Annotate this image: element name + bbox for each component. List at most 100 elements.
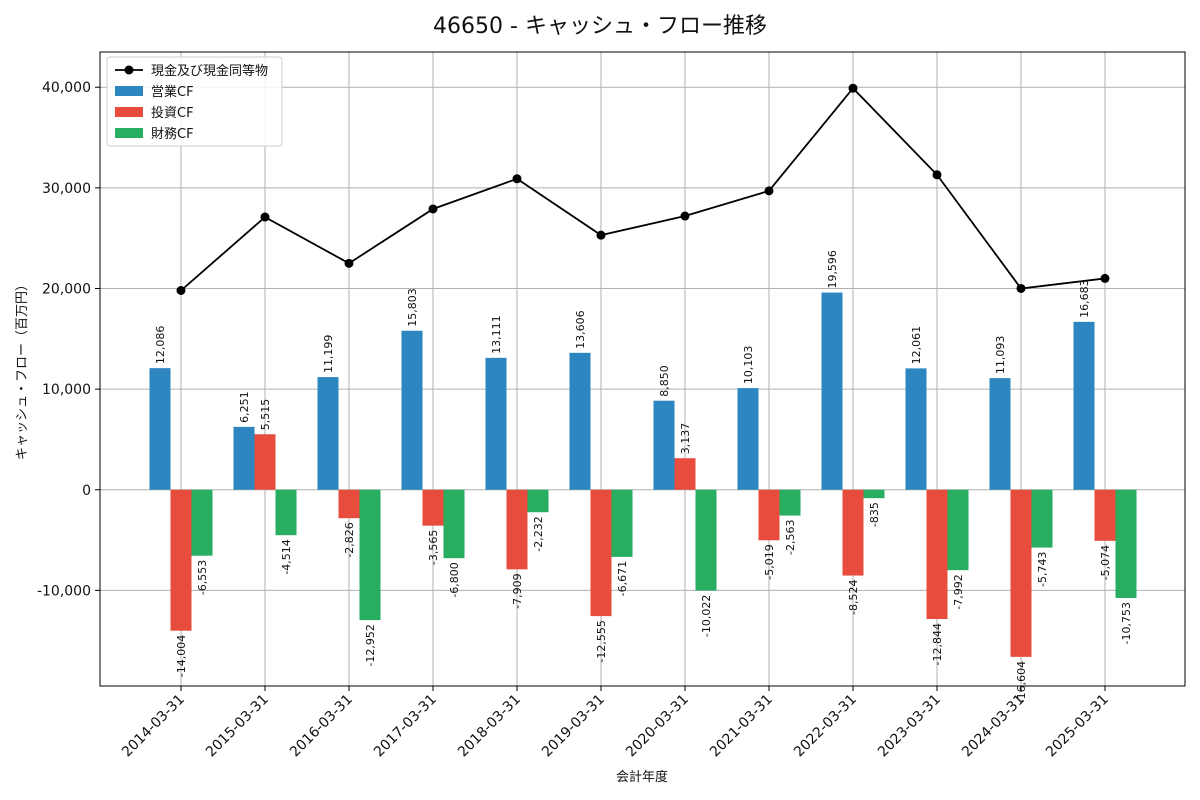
cash-line-point <box>260 212 270 222</box>
cash-line-point <box>512 174 522 184</box>
legend-label: 営業CF <box>151 84 194 100</box>
x-tick-label: 2019-03-31 <box>539 692 608 761</box>
bar <box>905 368 927 490</box>
bar-value-label: -2,563 <box>784 520 797 555</box>
y-tick-label: 30,000 <box>42 181 91 197</box>
bar-value-label: -5,074 <box>1099 545 1112 580</box>
bar-value-label: -14,004 <box>175 635 188 677</box>
bar-value-label: -12,844 <box>931 623 944 665</box>
bar-labels: 12,086 6,251 11,199 15,803 13,111 13,606 8,850… <box>154 250 1133 703</box>
bar-value-label: -3,565 <box>427 530 440 565</box>
cash-line-point <box>596 230 606 240</box>
x-tick-label: 2017-03-31 <box>371 692 440 761</box>
cash-line-point <box>1100 273 1110 283</box>
legend-bar-swatch <box>115 86 143 96</box>
y-tick-label: 0 <box>82 483 91 499</box>
bar <box>569 352 591 490</box>
bar <box>401 330 423 490</box>
bar <box>926 489 948 620</box>
y-tick-label: 40,000 <box>42 80 91 96</box>
bar <box>485 357 507 490</box>
bar <box>191 489 213 556</box>
bar-value-label: -6,553 <box>196 560 209 595</box>
x-tick-label: 2018-03-31 <box>455 692 524 761</box>
bar <box>1094 489 1116 541</box>
bar <box>863 489 885 499</box>
x-tick-label: 2014-03-31 <box>119 692 188 761</box>
bar <box>149 368 171 490</box>
bar-value-label: -5,019 <box>763 544 776 579</box>
x-tick-label: 2015-03-31 <box>203 692 272 761</box>
bar <box>275 489 297 536</box>
bar-value-label: 11,199 <box>322 335 335 374</box>
bar <box>821 292 843 490</box>
legend-marker <box>124 65 134 75</box>
bar <box>1073 321 1095 490</box>
bar <box>1031 489 1053 548</box>
bars <box>149 292 1137 657</box>
cash-line-point <box>428 204 438 214</box>
bar-value-label: -7,909 <box>511 573 524 608</box>
legend-bar-swatch <box>115 107 143 117</box>
bar <box>338 489 360 519</box>
legend-bar-swatch <box>115 128 143 138</box>
bar <box>989 378 1011 490</box>
x-tick-label: 2024-03-31 <box>959 692 1028 761</box>
bar-value-label: 16,683 <box>1078 279 1091 318</box>
bar-value-label: -7,992 <box>952 574 965 609</box>
bar <box>170 489 192 631</box>
bar-value-label: 19,596 <box>826 250 839 289</box>
bar-value-label: -16,604 <box>1015 661 1028 703</box>
y-tick-label: 10,000 <box>42 382 91 398</box>
bar-value-label: 8,850 <box>658 365 671 397</box>
bar <box>695 489 717 591</box>
x-tick-label: 2016-03-31 <box>287 692 356 761</box>
bar-value-label: -6,671 <box>616 561 629 596</box>
bar-value-label: 10,103 <box>742 346 755 385</box>
bar <box>611 489 633 557</box>
bar <box>317 377 339 490</box>
bar <box>422 489 444 526</box>
bar <box>443 489 465 559</box>
bar-value-label: -10,022 <box>700 595 713 637</box>
cash-line-point <box>680 211 690 221</box>
bar-value-label: 12,061 <box>910 326 923 365</box>
cash-line-point <box>344 258 354 268</box>
legend-label: 現金及び現金同等物 <box>151 63 268 79</box>
cash-line-point <box>176 286 186 296</box>
bar <box>758 489 780 541</box>
x-tick-label: 2022-03-31 <box>791 692 860 761</box>
bar-value-label: 6,251 <box>238 391 251 423</box>
chart-title: 46650 - キャッシュ・フロー推移 <box>433 14 767 39</box>
cash-line-point <box>848 83 858 93</box>
bar <box>779 489 801 516</box>
legend-box <box>106 56 283 147</box>
cash-line-point <box>764 186 774 196</box>
bar <box>254 434 276 490</box>
cash-line <box>176 83 1110 296</box>
bar <box>947 489 969 571</box>
bar-value-label: 13,606 <box>574 310 587 349</box>
bar-value-label: -12,555 <box>595 620 608 662</box>
bar-value-label: -835 <box>868 502 881 527</box>
bar <box>233 426 255 490</box>
bar-value-label: -5,743 <box>1036 552 1049 587</box>
bar-value-label: -10,753 <box>1120 602 1133 644</box>
bar <box>737 388 759 490</box>
legend-label: 財務CF <box>151 127 194 142</box>
bar-value-label: -12,952 <box>364 624 377 666</box>
cash-line-point <box>932 170 942 180</box>
bar-value-label: -8,524 <box>847 580 860 615</box>
cash-line-path <box>180 86 1106 292</box>
bar-value-label: 3,137 <box>679 423 692 455</box>
bar-value-label: -6,800 <box>448 562 461 597</box>
bar <box>842 489 864 576</box>
bar <box>527 489 549 513</box>
bar <box>1010 489 1032 657</box>
bar-value-label: 11,093 <box>994 336 1007 375</box>
bar <box>653 400 675 490</box>
plot-frame <box>99 51 1186 687</box>
y-axis: -10,000 0 10,000 20,000 30,000 40,000 <box>37 80 100 599</box>
